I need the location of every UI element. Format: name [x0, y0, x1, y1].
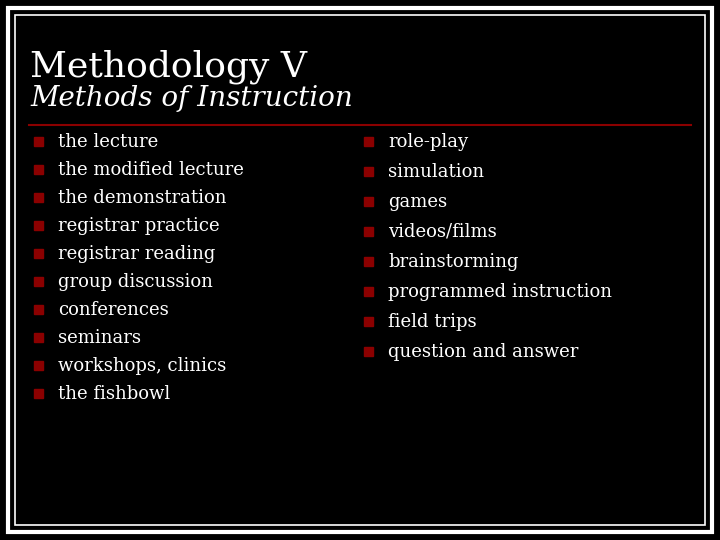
- Text: Methodology V: Methodology V: [30, 50, 307, 84]
- Bar: [34, 361, 43, 370]
- Bar: [364, 137, 373, 146]
- Text: games: games: [388, 193, 447, 211]
- Bar: [364, 287, 373, 296]
- Text: conferences: conferences: [58, 301, 168, 319]
- Text: simulation: simulation: [388, 163, 484, 181]
- Bar: [34, 305, 43, 314]
- Text: group discussion: group discussion: [58, 273, 213, 291]
- Text: role-play: role-play: [388, 133, 468, 151]
- Bar: [34, 193, 43, 202]
- Bar: [364, 227, 373, 236]
- Bar: [364, 197, 373, 206]
- Text: Methods of Instruction: Methods of Instruction: [30, 85, 353, 112]
- Text: question and answer: question and answer: [388, 343, 578, 361]
- Text: field trips: field trips: [388, 313, 477, 331]
- Bar: [364, 347, 373, 356]
- Bar: [364, 167, 373, 176]
- Text: the lecture: the lecture: [58, 133, 158, 151]
- Bar: [34, 137, 43, 146]
- Text: brainstorming: brainstorming: [388, 253, 518, 271]
- Bar: [34, 249, 43, 258]
- Text: workshops, clinics: workshops, clinics: [58, 357, 226, 375]
- Bar: [364, 317, 373, 326]
- Text: registrar reading: registrar reading: [58, 245, 215, 263]
- Text: the modified lecture: the modified lecture: [58, 161, 244, 179]
- Bar: [364, 257, 373, 266]
- Text: the demonstration: the demonstration: [58, 189, 227, 207]
- Text: the fishbowl: the fishbowl: [58, 385, 170, 403]
- Bar: [34, 165, 43, 174]
- Text: seminars: seminars: [58, 329, 141, 347]
- Text: registrar practice: registrar practice: [58, 217, 220, 235]
- Bar: [34, 389, 43, 398]
- Text: videos/films: videos/films: [388, 223, 497, 241]
- Text: programmed instruction: programmed instruction: [388, 283, 612, 301]
- Bar: [34, 333, 43, 342]
- Bar: [34, 221, 43, 230]
- Bar: [34, 277, 43, 286]
